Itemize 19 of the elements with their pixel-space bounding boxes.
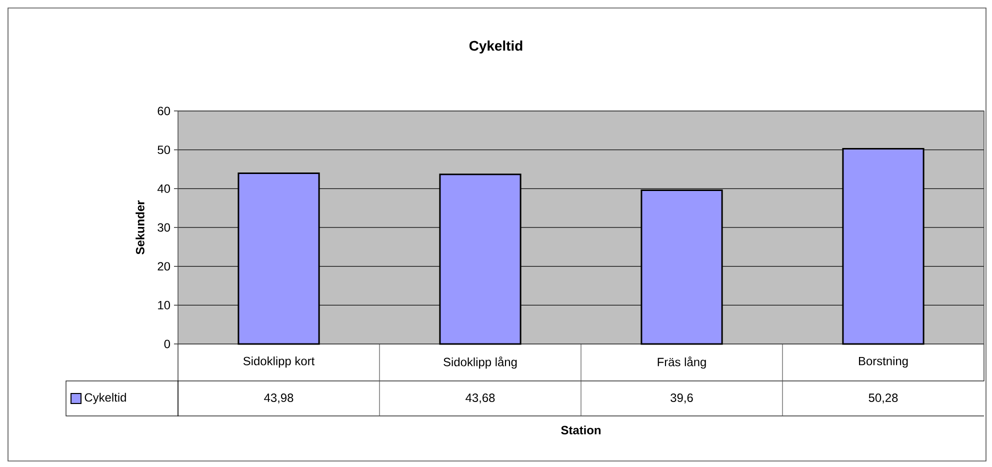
y-tick-label: 60 [158,106,170,116]
data-label: 39,6 [670,394,693,404]
x-tick-label: Sidoklipp lång [444,356,517,369]
y-tick-label: 20 [158,262,170,271]
legend-label: Cykeltid [84,392,126,404]
y-tick-label: 10 [158,300,170,310]
y-tick-label: 40 [157,184,170,193]
y-axis-title: Sekunder [136,200,144,254]
y-tick-label: 0 [164,340,170,348]
chart-title: Cykeltid [469,40,522,54]
x-tick-label: Fräs lång [658,356,706,369]
x-axis-title: Station [561,426,601,434]
data-label: 43,98 [264,394,294,404]
x-tick-label: Sidoklipp kort [243,356,315,368]
data-label: 50,28 [868,394,898,404]
y-tick-label: 30 [158,223,170,232]
data-label: 43,68 [466,394,495,404]
y-tick-label: 50 [158,146,170,154]
x-tick-label: Borstning [858,356,908,368]
